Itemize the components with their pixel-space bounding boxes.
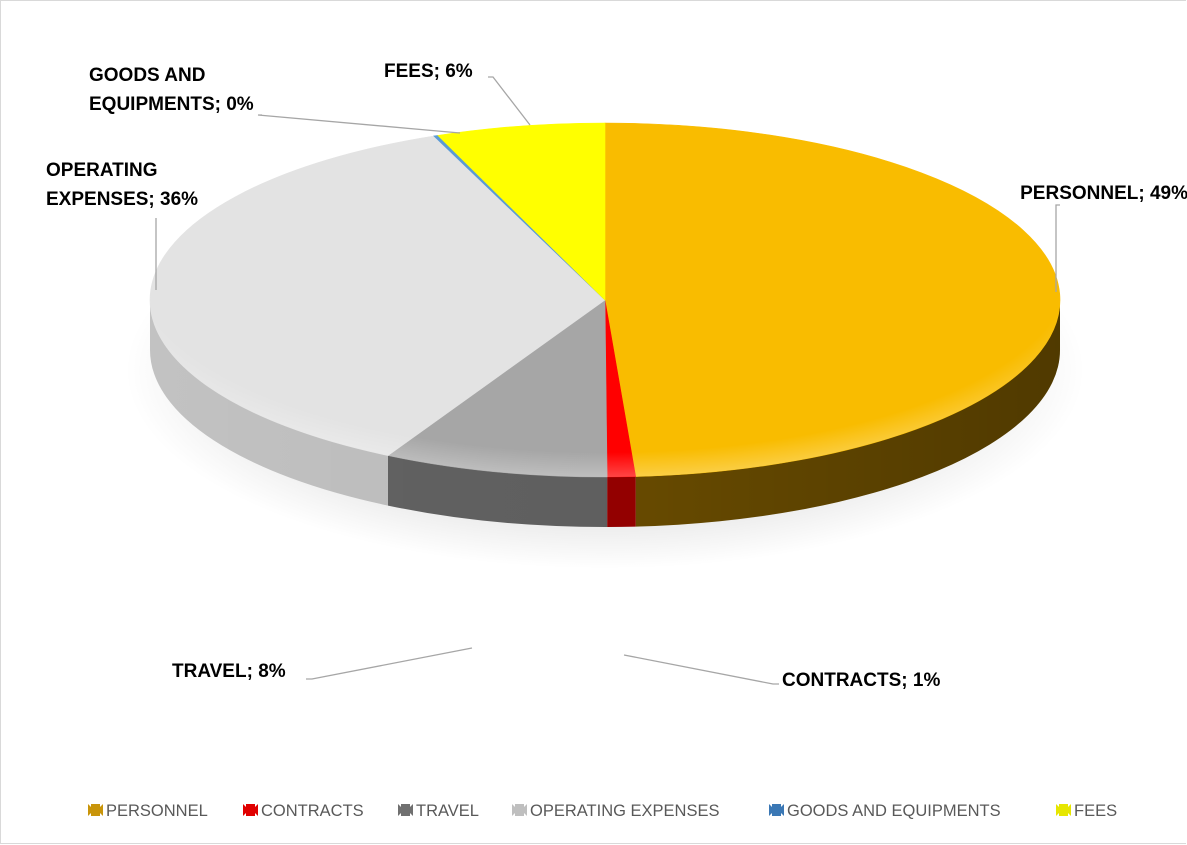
legend-marker-body-operating-expenses [515, 804, 524, 816]
leader-line-goods-and-equipments [257, 114, 461, 134]
legend-label-operating-expenses: OPERATING EXPENSES [530, 802, 720, 820]
legend-item-goods-and-equipments: GOODS AND EQUIPMENTS [769, 802, 1001, 820]
legend-marker-body-goods-and-equipments [772, 804, 781, 816]
leader-line-personnel [1055, 204, 1060, 292]
legend-label-goods-and-equipments: GOODS AND EQUIPMENTS [787, 802, 1001, 820]
legend-marker-body-travel [401, 804, 410, 816]
data-label-operating-expenses-line-2: EXPENSES; 36% [46, 189, 198, 210]
legend-item-travel: TRAVEL [398, 802, 479, 820]
legend-label-travel: TRAVEL [416, 802, 479, 820]
legend-marker-body-contracts [246, 804, 255, 816]
data-label-goods-and-equipments-line-2: EQUIPMENTS; 0% [89, 94, 254, 115]
leader-line-fees [488, 76, 531, 126]
pie-side-shading [150, 300, 1060, 527]
legend-marker-body-personnel [91, 804, 100, 816]
legend-marker-tip-goods-and-equipments [778, 804, 784, 816]
data-label-goods-and-equipments-line-1: GOODS AND [89, 65, 205, 86]
legend-item-operating-expenses: OPERATING EXPENSES [512, 802, 720, 820]
legend-label-contracts: CONTRACTS [261, 802, 364, 820]
legend-marker-tip-personnel [97, 804, 103, 816]
data-label-travel: TRAVEL; 8% [172, 661, 286, 682]
legend-marker-tip-fees [1065, 804, 1071, 816]
legend-marker-tip-travel [407, 804, 413, 816]
data-label-fees: FEES; 6% [384, 61, 473, 82]
leader-line-contracts [623, 654, 779, 685]
legend-item-fees: FEES [1056, 802, 1117, 820]
legend-marker-tip-contracts [252, 804, 258, 816]
data-label-operating-expenses-line-1: OPERATING [46, 160, 158, 181]
legend-marker-tip-operating-expenses [521, 804, 527, 816]
legend-label-fees: FEES [1074, 802, 1117, 820]
leader-line-travel [306, 647, 473, 680]
data-label-contracts: CONTRACTS; 1% [782, 670, 940, 691]
legend-label-personnel: PERSONNEL [106, 802, 208, 820]
legend-item-personnel: PERSONNEL [88, 802, 208, 820]
pie-top-highlight [150, 123, 1060, 477]
legend-marker-body-fees [1059, 804, 1068, 816]
data-label-personnel: PERSONNEL; 49% [1020, 183, 1187, 204]
legend-item-contracts: CONTRACTS [243, 802, 364, 820]
